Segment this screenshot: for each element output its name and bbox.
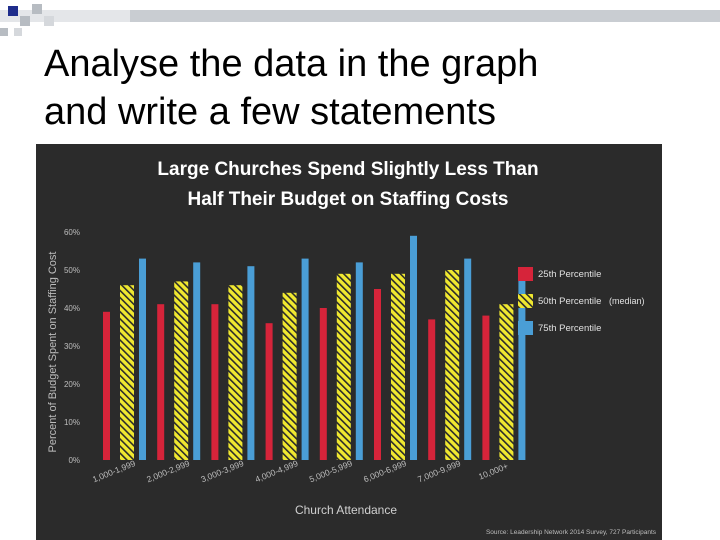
bar-25th-percentile: [103, 311, 110, 460]
x-tick-label: 5,000-5,999: [308, 458, 354, 484]
x-axis-label: Church Attendance: [295, 503, 397, 517]
bar-50th-percentile: [391, 273, 405, 460]
bar-25th-percentile: [211, 304, 219, 460]
bar-chart: Large Churches Spend Slightly Less Than …: [47, 159, 657, 536]
x-axis: 1,000-1,999 2,000-2,999 3,000-3,999 4,000-4…: [91, 458, 510, 484]
bar-50th-percentile: [228, 285, 243, 460]
legend-label: 50th Percentile: [538, 296, 601, 307]
x-tick-label: 3,000-3,999: [199, 458, 245, 484]
legend: 25th Percentile 50th Percentile (median) 75…: [518, 267, 645, 335]
bar-75th-percentile: [464, 258, 472, 460]
y-tick-label: 0%: [68, 456, 80, 465]
legend-swatch: [518, 267, 533, 281]
bars-group: [103, 235, 526, 460]
y-axis-label: Percent of Budget Spent on Staffing Cost: [47, 252, 59, 453]
bar-25th-percentile: [157, 304, 165, 460]
x-tick-label: 1,000-1,999: [91, 458, 137, 484]
y-tick-label: 20%: [64, 380, 80, 389]
y-tick-label: 40%: [64, 304, 80, 313]
y-axis: 0% 10% 20% 30% 40% 50% 60%: [64, 228, 80, 465]
slide-title-line-2: and write a few statements: [44, 91, 496, 133]
legend-label: 75th Percentile: [538, 323, 601, 334]
legend-label: 25th Percentile: [538, 269, 601, 280]
y-tick-label: 50%: [64, 266, 80, 275]
slide-title: Analyse the data in the graph and write …: [44, 40, 704, 136]
bar-75th-percentile: [355, 262, 363, 460]
chart-title-line-2: Half Their Budget on Staffing Costs: [188, 189, 509, 210]
chart-title-line-1: Large Churches Spend Slightly Less Than: [157, 159, 538, 180]
bar-75th-percentile: [247, 266, 255, 460]
y-tick-label: 60%: [64, 228, 80, 237]
bar-25th-percentile: [265, 323, 273, 460]
bar-25th-percentile: [482, 315, 490, 460]
bar-25th-percentile: [374, 289, 381, 460]
bar-75th-percentile: [139, 258, 146, 460]
y-tick-label: 30%: [64, 342, 80, 351]
bar-50th-percentile: [336, 273, 351, 460]
x-tick-label: 7,000-9,999: [416, 458, 462, 484]
legend-note: (median): [609, 296, 645, 306]
bar-50th-percentile: [445, 270, 460, 460]
x-tick-label: 6,000-6,999: [362, 458, 408, 484]
bar-25th-percentile: [428, 319, 436, 460]
legend-swatch: [518, 321, 533, 335]
x-tick-label: 2,000-2,999: [145, 458, 191, 484]
x-tick-label: 4,000-4,999: [254, 458, 300, 484]
slide-title-line-1: Analyse the data in the graph: [44, 43, 539, 85]
bar-50th-percentile: [282, 292, 297, 460]
bar-50th-percentile: [499, 304, 514, 460]
y-tick-label: 10%: [64, 418, 80, 427]
slide-decoration: [0, 4, 720, 36]
x-tick-label: 10,000+: [477, 461, 509, 482]
legend-swatch: [518, 294, 533, 308]
bar-50th-percentile: [174, 281, 189, 460]
chart-panel: Large Churches Spend Slightly Less Than …: [36, 144, 662, 540]
bar-75th-percentile: [410, 235, 417, 460]
bar-50th-percentile: [120, 285, 134, 460]
bar-75th-percentile: [518, 277, 526, 460]
bar-25th-percentile: [319, 308, 327, 460]
bar-75th-percentile: [301, 258, 309, 460]
bar-75th-percentile: [193, 262, 201, 460]
source-note: Source: Leadership Network 2014 Survey, …: [486, 529, 657, 536]
